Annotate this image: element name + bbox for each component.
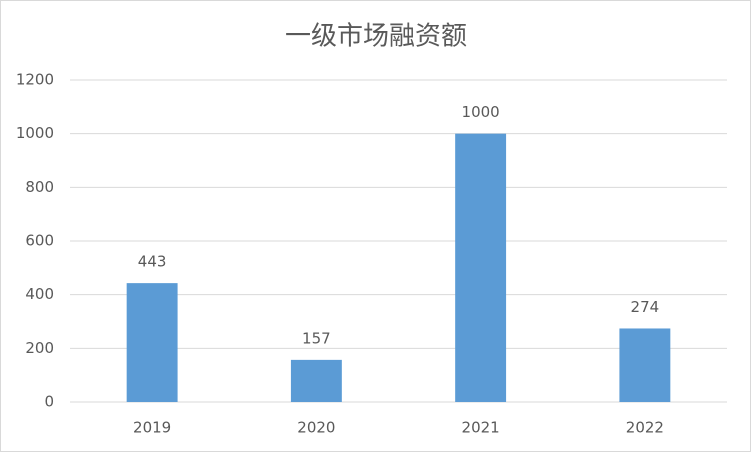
- bar: [290, 359, 342, 402]
- data-label: 274: [631, 298, 660, 316]
- x-tick-label: 2019: [133, 419, 171, 437]
- x-tick-label: 2020: [297, 419, 335, 437]
- y-tick-label: 0: [44, 393, 54, 411]
- bar: [126, 283, 178, 402]
- x-tick-label: 2022: [626, 419, 664, 437]
- y-tick-label: 600: [25, 232, 54, 250]
- x-tick-label: 2021: [462, 419, 500, 437]
- bar: [619, 328, 671, 402]
- data-label: 157: [302, 329, 331, 347]
- data-label: 443: [138, 253, 167, 271]
- y-tick-label: 1000: [16, 124, 54, 142]
- y-tick-label: 800: [25, 178, 54, 196]
- bar: [455, 133, 507, 402]
- y-tick-label: 400: [25, 285, 54, 303]
- chart-title: 一级市场融资额: [285, 22, 467, 52]
- y-tick-label: 200: [25, 339, 54, 357]
- y-tick-label: 1200: [16, 71, 54, 89]
- data-label: 1000: [462, 103, 500, 121]
